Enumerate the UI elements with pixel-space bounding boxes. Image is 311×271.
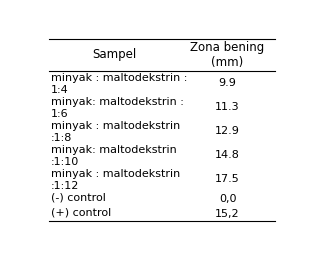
- Text: minyak : maltodekstrin
:1:12: minyak : maltodekstrin :1:12: [51, 169, 180, 191]
- Text: 9.9: 9.9: [219, 78, 236, 88]
- Text: (+) control: (+) control: [51, 208, 111, 218]
- Text: (-) control: (-) control: [51, 193, 106, 203]
- Text: 14.8: 14.8: [215, 150, 240, 160]
- Text: 0,0: 0,0: [219, 193, 236, 204]
- Text: minyak: maltodekstrin :
1:6: minyak: maltodekstrin : 1:6: [51, 97, 184, 119]
- Text: 15,2: 15,2: [215, 209, 240, 219]
- Text: minyak : maltodekstrin
:1:8: minyak : maltodekstrin :1:8: [51, 121, 180, 143]
- Text: 17.5: 17.5: [215, 174, 240, 184]
- Text: 12.9: 12.9: [215, 126, 240, 136]
- Text: 11.3: 11.3: [215, 102, 240, 112]
- Text: minyak : maltodekstrin :
1:4: minyak : maltodekstrin : 1:4: [51, 73, 187, 95]
- Text: Sampel: Sampel: [92, 49, 136, 62]
- Text: minyak: maltodekstrin
:1:10: minyak: maltodekstrin :1:10: [51, 145, 177, 167]
- Text: Zona bening
(mm): Zona bening (mm): [190, 41, 265, 69]
